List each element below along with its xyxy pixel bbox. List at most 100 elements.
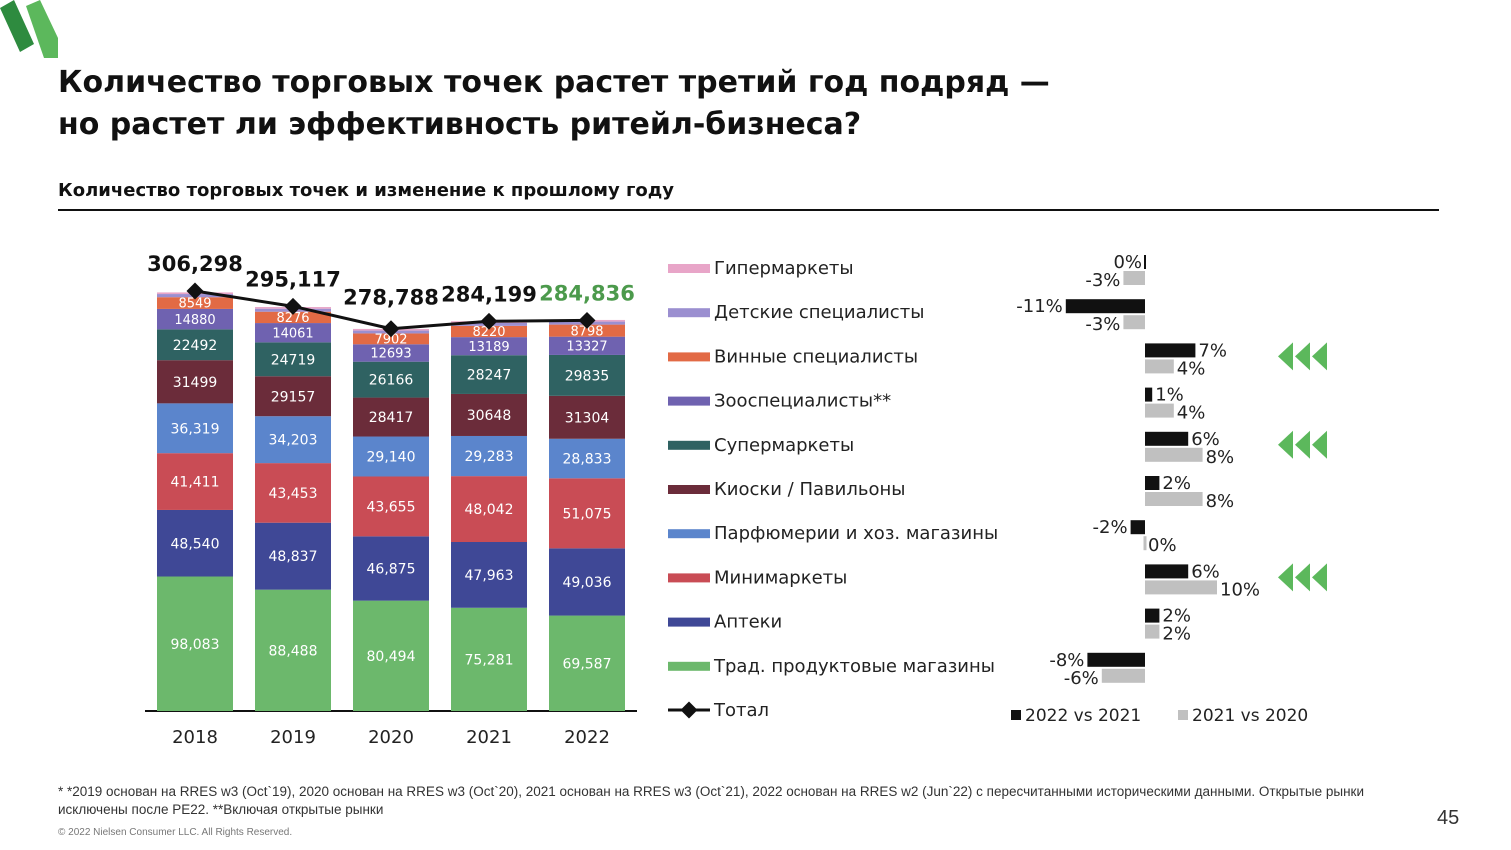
legend-label-аптеки: Аптеки <box>714 612 782 633</box>
bar-киоски-павильоны-2019 <box>255 376 331 417</box>
change-bar-зооспециалисты-1 <box>1145 403 1174 418</box>
change-bar-парфюмерии-и-хоз-магазины-1 <box>1143 536 1147 551</box>
change-label-аптеки-1: 2% <box>1162 624 1191 645</box>
change-bar-винные-специалисты-0 <box>1145 343 1196 358</box>
data-label-трад-продуктовые-магазины-2020: 80,494 <box>367 649 416 665</box>
change-bar-минимаркеты-0 <box>1145 564 1189 579</box>
legend-swatch-трад-продуктовые-магазины <box>668 661 710 671</box>
change-label-киоски-павильоны-1: 8% <box>1206 491 1235 512</box>
data-label-винные-специалисты-2021: 8220 <box>472 325 505 340</box>
bar-трад-продуктовые-магазины-2020 <box>353 600 429 711</box>
legend-total-marker <box>680 701 698 719</box>
data-label-супермаркеты-2019: 24719 <box>271 352 316 368</box>
change-bar-супермаркеты-0 <box>1145 431 1189 446</box>
change-bar-трад-продуктовые-магазины-1 <box>1101 668 1145 683</box>
data-label-супермаркеты-2020: 26166 <box>369 373 414 389</box>
bar-трад-продуктовые-магазины-2021 <box>451 607 527 711</box>
data-label-аптеки-2019: 48,837 <box>269 549 318 565</box>
data-label-зооспециалисты-2022: 13327 <box>566 339 607 354</box>
legend-swatch-супермаркеты <box>668 440 710 450</box>
stacked-bars: 98,08348,54041,41136,3193149922492148808… <box>145 292 637 748</box>
legend-swatch-парфюмерии-и-хоз-магазины <box>668 529 710 539</box>
bar-киоски-павильоны-2018 <box>157 360 233 404</box>
data-label-минимаркеты-2022: 51,075 <box>563 506 612 522</box>
footnote: * *2019 основан на RRES w3 (Oct`19), 202… <box>58 784 1364 817</box>
data-label-винные-специалисты-2018: 8549 <box>178 297 211 312</box>
change-bar-зооспециалисты-0 <box>1145 387 1153 402</box>
highlight-arrow-icon-винные-специалисты-1 <box>1295 342 1310 371</box>
legend-label-винные-специалисты: Винные специалисты <box>714 346 918 367</box>
total-label-2022: 284,836 <box>539 281 635 305</box>
data-label-трад-продуктовые-магазины-2018: 98,083 <box>171 637 220 653</box>
total-marker-2022 <box>578 311 596 329</box>
change-bars: 0%-3%-11%-3%7%4%1%4%6%8%2%8%-2%0%6%10%2%… <box>1011 252 1327 726</box>
data-label-зооспециалисты-2020: 12693 <box>370 347 411 362</box>
bar-киоски-павильоны-2021 <box>451 393 527 436</box>
legend-label-киоски-павильоны: Киоски / Павильоны <box>714 479 905 500</box>
legend-label-детские-специалисты: Детские специалисты <box>714 302 924 323</box>
data-label-минимаркеты-2020: 43,655 <box>367 499 416 515</box>
bar-минимаркеты-2019 <box>255 463 331 523</box>
highlight-arrow-icon-минимаркеты-2 <box>1312 563 1327 592</box>
legend-label-парфюмерии-и-хоз-магазины: Парфюмерии и хоз. магазины <box>714 523 998 544</box>
highlight-arrow-icon-минимаркеты-0 <box>1278 563 1293 592</box>
bar-минимаркеты-2018 <box>157 453 233 510</box>
change-legend-swatch-1 <box>1178 710 1188 720</box>
data-label-киоски-павильоны-2022: 31304 <box>565 410 610 426</box>
x-tick-label-2021: 2021 <box>466 727 512 748</box>
legend-label-гипермаркеты: Гипермаркеты <box>714 258 854 279</box>
change-bar-винные-специалисты-1 <box>1145 359 1174 374</box>
change-bar-парфюмерии-и-хоз-магазины-0 <box>1130 520 1145 535</box>
total-marker-2019 <box>284 297 302 315</box>
change-bar-супермаркеты-1 <box>1145 447 1203 462</box>
bar-зооспециалисты-2018 <box>157 308 233 330</box>
bar-киоски-павильоны-2020 <box>353 397 429 437</box>
data-label-винные-специалисты-2020: 7902 <box>374 333 407 348</box>
bar-зооспециалисты-2019 <box>255 323 331 343</box>
data-label-киоски-павильоны-2020: 28417 <box>369 410 414 426</box>
legend-swatch-детские-специалисты <box>668 308 710 318</box>
legend-label-total: Тотал <box>713 700 769 721</box>
change-label-парфюмерии-и-хоз-магазины-1: 0% <box>1148 535 1177 556</box>
data-label-аптеки-2021: 47,963 <box>465 568 514 584</box>
change-label-парфюмерии-и-хоз-магазины-0: -2% <box>1093 517 1128 538</box>
change-label-трад-продуктовые-магазины-1: -6% <box>1064 668 1099 689</box>
change-label-винные-специалисты-1: 4% <box>1177 358 1206 379</box>
change-bar-гипермаркеты-1 <box>1123 271 1145 285</box>
change-label-гипермаркеты-1: -3% <box>1085 270 1120 291</box>
change-legend-label-1: 2021 vs 2020 <box>1192 706 1308 726</box>
bar-аптеки-2020 <box>353 536 429 601</box>
title-line-1: Количество торговых точек растет третий … <box>58 65 1050 100</box>
change-label-аптеки-0: 2% <box>1162 606 1191 627</box>
change-label-минимаркеты-0: 6% <box>1191 561 1220 582</box>
bar-супермаркеты-2018 <box>157 329 233 361</box>
data-label-зооспециалисты-2018: 14880 <box>174 313 215 328</box>
change-label-детские-специалисты-1: -3% <box>1085 314 1120 335</box>
copyright: © 2022 Nielsen Consumer LLC. All Rights … <box>58 827 293 838</box>
bar-парфюмерии-и-хоз-магазины-2018 <box>157 403 233 454</box>
change-label-минимаркеты-1: 10% <box>1220 579 1260 600</box>
chart-subtitle: Количество торговых точек и изменение к … <box>58 180 675 201</box>
data-label-парфюмерии-и-хоз-магазины-2018: 36,319 <box>171 421 220 437</box>
data-label-трад-продуктовые-магазины-2022: 69,587 <box>563 656 612 672</box>
data-label-парфюмерии-и-хоз-магазины-2019: 34,203 <box>269 433 318 449</box>
data-label-парфюмерии-и-хоз-магазины-2022: 28,833 <box>563 452 612 468</box>
total-marker-2018 <box>186 282 204 300</box>
change-bar-минимаркеты-1 <box>1145 580 1217 595</box>
bar-зооспециалисты-2020 <box>353 344 429 362</box>
data-label-зооспециалисты-2019: 14061 <box>272 326 313 341</box>
data-label-минимаркеты-2018: 41,411 <box>171 475 220 491</box>
bar-супермаркеты-2019 <box>255 342 331 377</box>
highlight-arrow-icon-винные-специалисты-0 <box>1278 342 1293 371</box>
change-bar-трад-продуктовые-магазины-0 <box>1087 652 1145 667</box>
bar-винные-специалисты-2018 <box>157 297 233 309</box>
x-tick-label-2020: 2020 <box>368 727 414 748</box>
change-label-супермаркеты-0: 6% <box>1191 429 1220 450</box>
highlight-arrow-icon-минимаркеты-1 <box>1295 563 1310 592</box>
bar-минимаркеты-2021 <box>451 476 527 543</box>
data-label-аптеки-2020: 46,875 <box>367 562 416 578</box>
change-bar-детские-специалисты-1 <box>1123 315 1145 330</box>
page-title: Количество торговых точек растет третий … <box>58 62 1258 146</box>
